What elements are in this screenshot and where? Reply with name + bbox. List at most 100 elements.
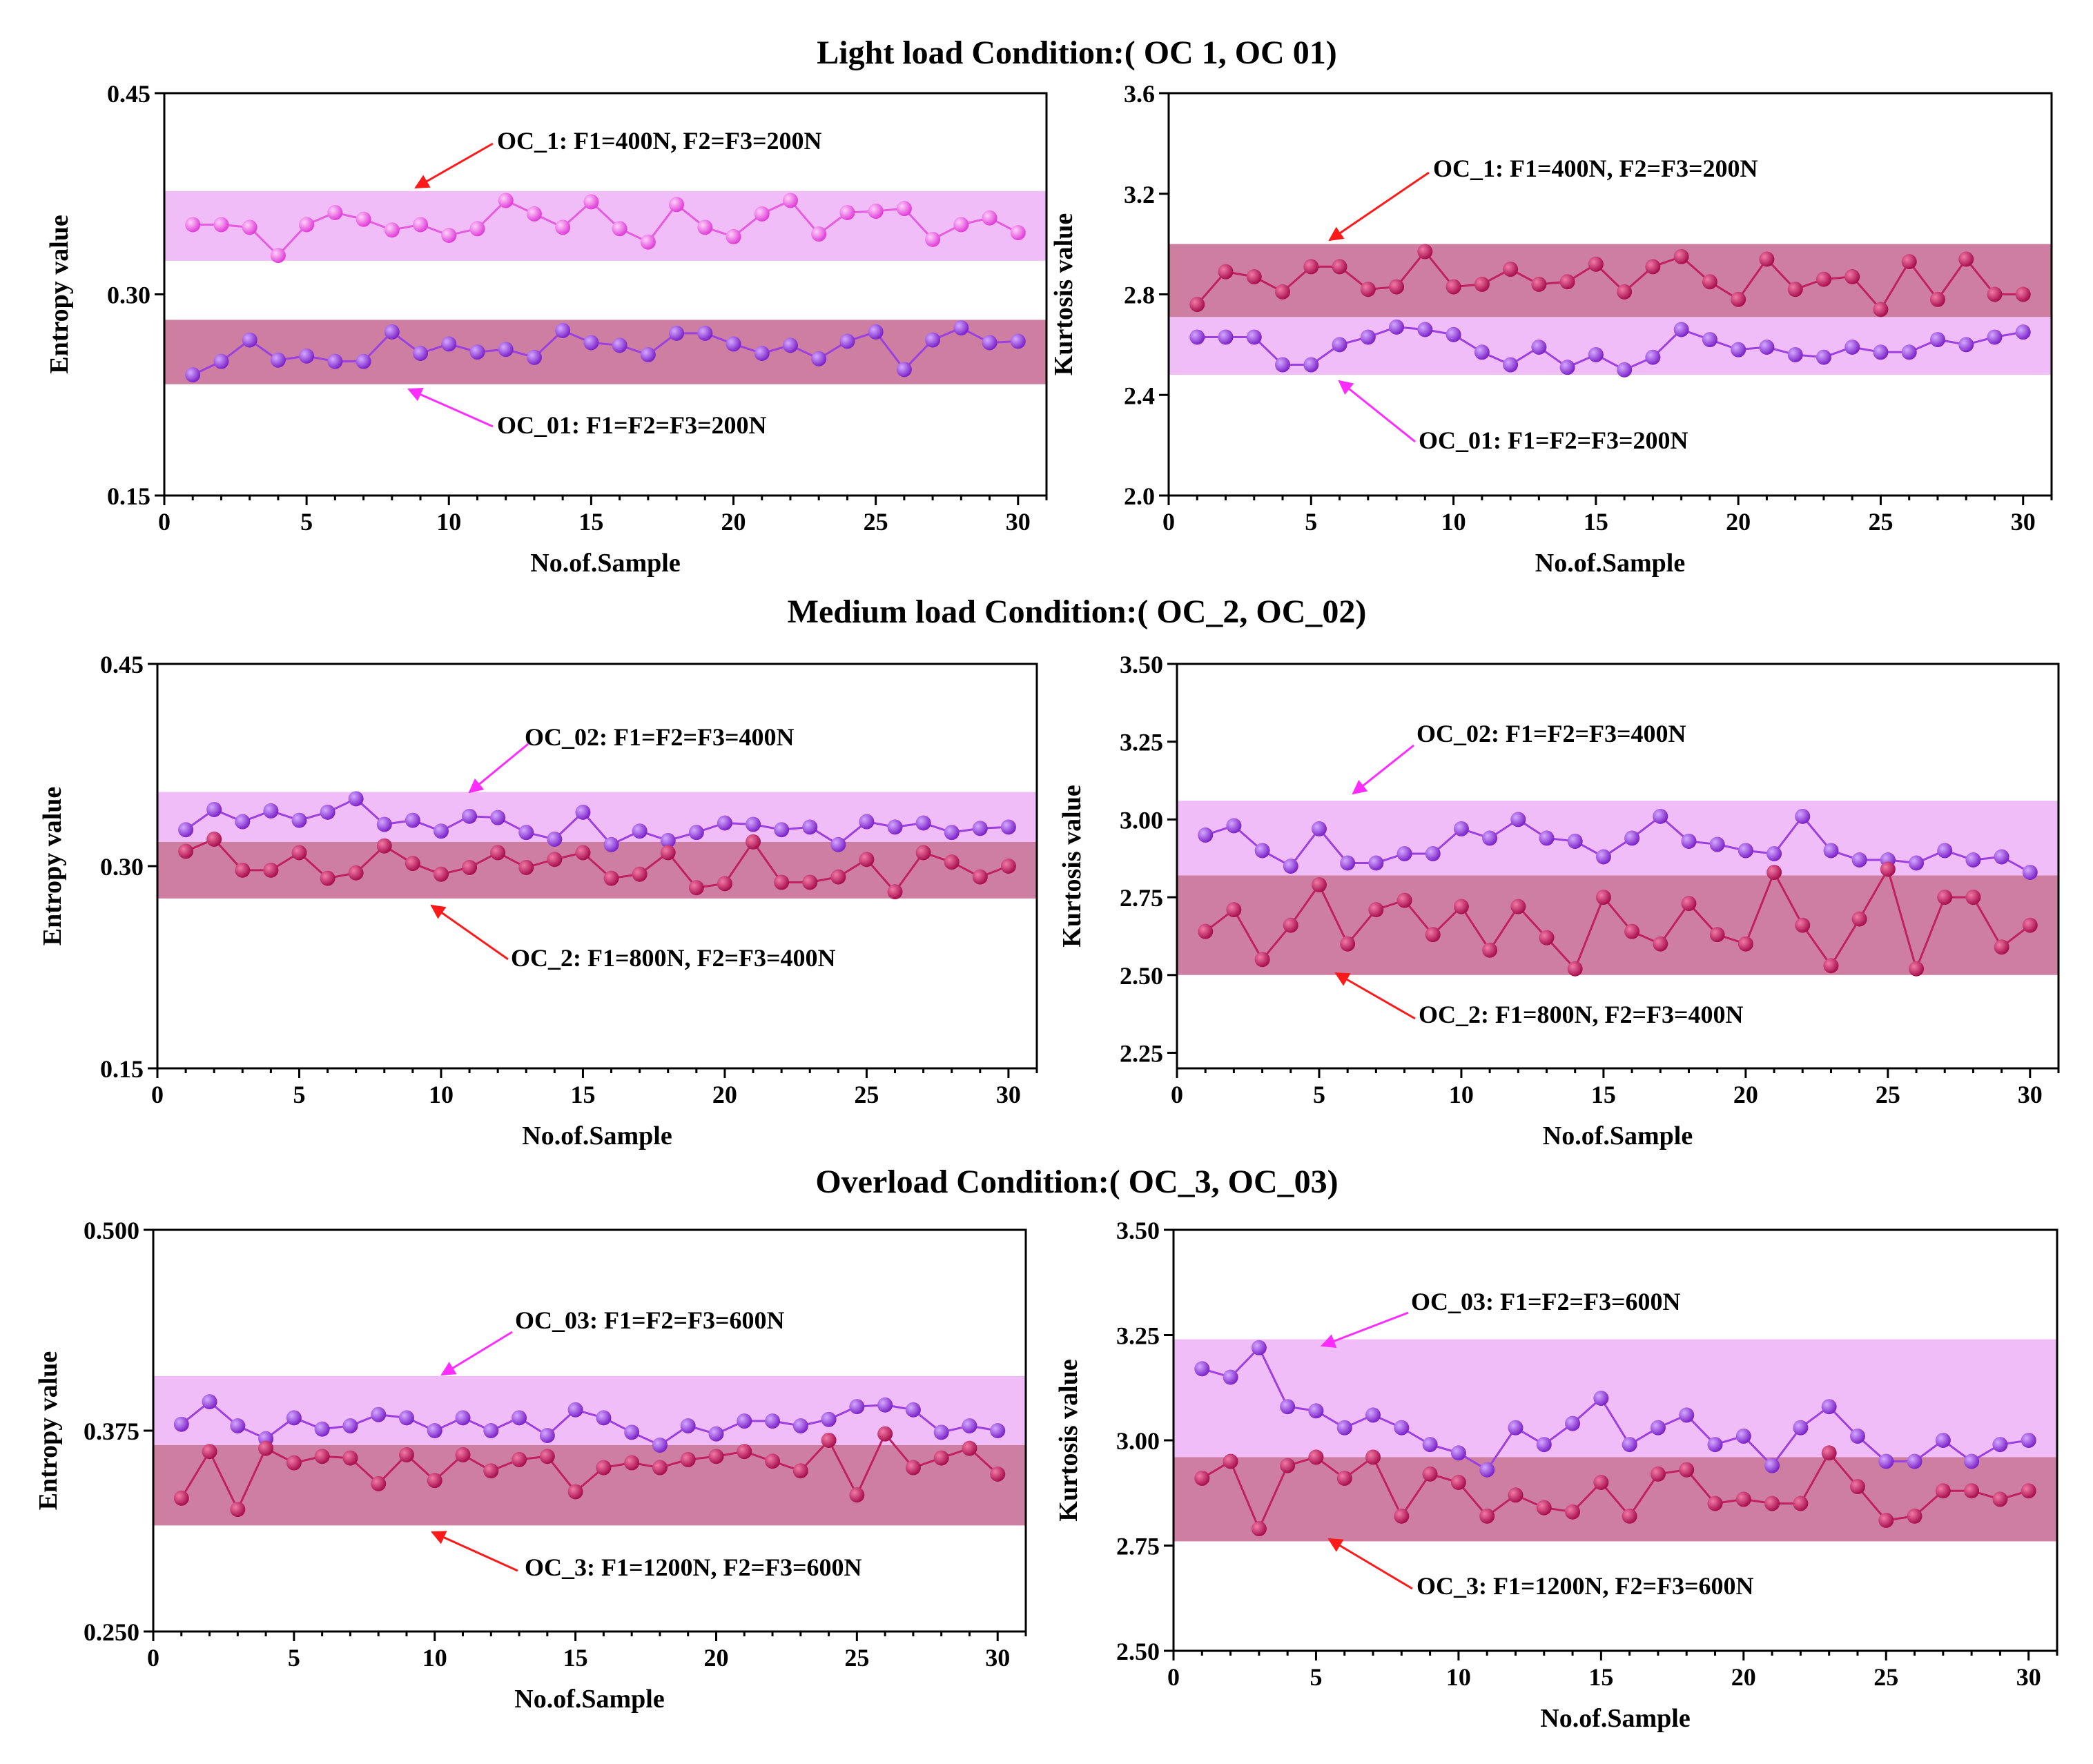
annotation-arrow-red xyxy=(430,904,509,961)
annotation-label: OC_1: F1=400N, F2=F3=200N xyxy=(1433,155,1758,182)
x-tick-label: 5 xyxy=(293,1081,305,1108)
data-point-oc-02-7 xyxy=(348,791,364,807)
data-point-oc-02-8 xyxy=(1396,845,1412,861)
data-point-oc-01-3 xyxy=(242,332,257,348)
y-tick-label: 3.00 xyxy=(1116,1427,1160,1455)
data-point-oc-02-25 xyxy=(859,814,875,830)
x-tick-label: 0 xyxy=(1171,1081,1183,1108)
data-point-oc-02-29 xyxy=(1994,849,2009,865)
data-point-oc-2-9 xyxy=(405,856,420,872)
annotation-label: OC_3: F1=1200N, F2=F3=600N xyxy=(1417,1572,1754,1600)
data-point-oc-1-15 xyxy=(583,194,599,210)
chart-panels: 0 5 10 15 20 25 30 0.15 0.30 0.45 No.of.Sample Entr… xyxy=(34,80,2060,1733)
data-point-oc-3-9 xyxy=(1422,1466,1438,1482)
x-tick-label: 15 xyxy=(1591,1081,1616,1108)
data-point-oc-01-4 xyxy=(270,352,286,368)
data-point-oc-2-26 xyxy=(887,884,903,900)
data-point-oc-03-12 xyxy=(483,1423,499,1438)
annotation-label: OC_03: F1=F2=F3=600N xyxy=(1411,1288,1681,1315)
annotation-arrow-red xyxy=(1327,1538,1413,1590)
annotation-label: OC_02: F1=F2=F3=400N xyxy=(1417,720,1686,747)
data-point-oc-2-24 xyxy=(1851,911,1867,927)
data-point-oc-1-4 xyxy=(1275,284,1291,300)
data-point-oc-01-14 xyxy=(1559,360,1575,375)
data-point-oc-1-29 xyxy=(1987,286,2003,302)
data-point-oc-01-26 xyxy=(896,362,912,378)
x-tick-label: 25 xyxy=(854,1081,879,1108)
data-point-oc-1-21 xyxy=(1759,251,1775,267)
data-point-oc-02-16 xyxy=(603,836,619,852)
y-tick-label: 0.375 xyxy=(84,1418,139,1445)
y-tick-label: 2.25 xyxy=(1120,1039,1163,1067)
data-point-oc-2-25 xyxy=(859,852,875,868)
data-point-oc-03-20 xyxy=(708,1426,724,1442)
x-tick-label: 10 xyxy=(1446,1663,1471,1691)
data-point-oc-01-2 xyxy=(213,353,229,369)
data-point-oc-01-1 xyxy=(185,367,201,383)
data-point-oc-03-27 xyxy=(905,1402,921,1418)
y-axis-label: Entropy value xyxy=(38,787,67,946)
data-point-oc-3-7 xyxy=(342,1450,358,1466)
data-point-oc-2-17 xyxy=(1653,936,1668,952)
data-point-oc-03-26 xyxy=(1907,1453,1922,1469)
data-point-oc-01-29 xyxy=(982,335,997,351)
data-point-oc-02-30 xyxy=(1000,819,1016,835)
data-point-oc-01-10 xyxy=(441,336,457,352)
data-point-oc-01-27 xyxy=(925,332,941,348)
data-point-oc-03-6 xyxy=(314,1421,330,1437)
y-tick-label: 3.50 xyxy=(1120,651,1163,678)
data-point-oc-02-28 xyxy=(1965,852,1981,868)
data-point-oc-1-28 xyxy=(953,217,969,233)
data-point-oc-03-23 xyxy=(1821,1399,1837,1415)
data-point-oc-03-25 xyxy=(1878,1453,1894,1469)
data-point-oc-02-2 xyxy=(206,801,222,817)
data-point-oc-03-11 xyxy=(1479,1462,1495,1478)
data-point-oc-03-20 xyxy=(1735,1428,1751,1444)
data-point-oc-03-9 xyxy=(398,1410,414,1426)
data-point-oc-1-8 xyxy=(384,222,400,238)
x-tick-label: 0 xyxy=(147,1644,159,1672)
data-point-oc-1-2 xyxy=(1218,264,1234,280)
data-point-oc-02-5 xyxy=(291,812,307,828)
data-point-oc-1-30 xyxy=(2015,286,2031,302)
data-point-oc-01-18 xyxy=(669,325,685,341)
data-point-oc-3-30 xyxy=(2021,1483,2036,1499)
data-point-oc-3-28 xyxy=(1964,1483,1980,1499)
data-point-oc-2-13 xyxy=(1539,930,1555,945)
data-point-oc-2-13 xyxy=(518,859,534,875)
data-point-oc-3-13 xyxy=(1536,1500,1552,1516)
x-tick-label: 15 xyxy=(1584,508,1608,536)
data-point-oc-03-16 xyxy=(1622,1437,1637,1453)
data-point-oc-1-22 xyxy=(782,193,798,208)
data-point-oc-03-19 xyxy=(680,1418,696,1434)
annotation-label: OC_1: F1=400N, F2=F3=200N xyxy=(497,127,822,155)
annotation-label: OC_01: F1=F2=F3=200N xyxy=(497,411,767,439)
data-point-oc-1-10 xyxy=(1445,279,1461,295)
data-point-oc-03-13 xyxy=(1536,1437,1552,1453)
data-point-oc-1-18 xyxy=(669,197,685,213)
x-tick-label: 30 xyxy=(1006,508,1031,536)
annotation-arrow-magenta xyxy=(1321,1311,1409,1349)
data-point-oc-01-24 xyxy=(1844,340,1860,355)
y-axis-label: Kurtosis value xyxy=(1058,785,1087,947)
data-point-oc-02-2 xyxy=(1226,818,1242,834)
y-tick-label: 0.500 xyxy=(84,1217,139,1244)
y-tick-label: 0.250 xyxy=(84,1618,139,1646)
data-point-oc-1-12 xyxy=(1503,262,1519,277)
data-point-oc-02-26 xyxy=(887,819,903,835)
x-axis-label: No.of.Sample xyxy=(1535,549,1685,578)
data-point-oc-03-17 xyxy=(1650,1420,1666,1435)
data-point-oc-01-21 xyxy=(1759,340,1775,355)
data-point-oc-01-25 xyxy=(1873,344,1889,360)
data-point-oc-3-25 xyxy=(849,1487,865,1503)
data-point-oc-01-9 xyxy=(1417,322,1433,337)
data-point-oc-1-11 xyxy=(1474,276,1490,292)
x-tick-label: 30 xyxy=(996,1081,1021,1108)
data-point-oc-2-14 xyxy=(1567,961,1583,977)
x-axis-label: No.of.Sample xyxy=(1540,1704,1690,1733)
data-point-oc-1-24 xyxy=(1844,268,1860,284)
data-point-oc-2-25 xyxy=(1880,861,1896,877)
data-point-oc-01-6 xyxy=(1332,337,1347,353)
data-point-oc-03-7 xyxy=(1365,1407,1381,1423)
data-point-oc-1-9 xyxy=(1417,244,1433,259)
